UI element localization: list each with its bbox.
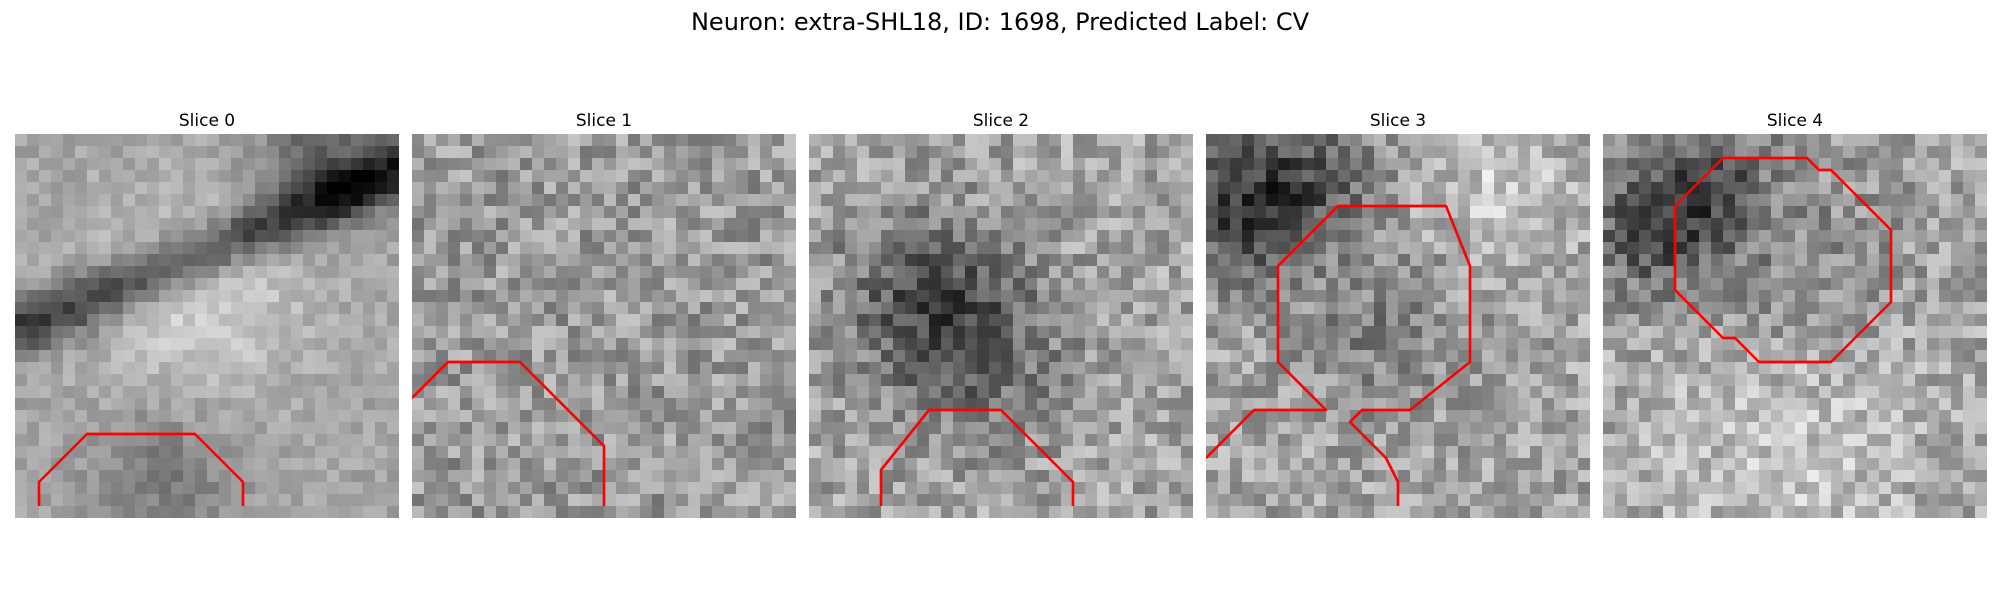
slice-title: Slice 1 — [575, 111, 633, 131]
slice-panel-1: Slice 1 — [412, 108, 796, 518]
slice-image — [809, 134, 1193, 518]
slice-panel-2: Slice 2 — [809, 108, 1193, 518]
segmentation-outline — [879, 408, 1075, 506]
slice-panel-3: Slice 3 — [1206, 108, 1590, 518]
slice-panel-4: Slice 4 — [1603, 108, 1987, 518]
segmentation-outline — [412, 360, 606, 506]
segmentation-outline — [37, 432, 245, 506]
slice-title: Slice 3 — [1369, 111, 1427, 131]
slice-image — [1603, 134, 1987, 518]
slice-title: Slice 0 — [178, 111, 236, 131]
slice-title: Slice 2 — [972, 111, 1030, 131]
figure-title: Neuron: extra-SHL18, ID: 1698, Predicted… — [690, 8, 1310, 36]
segmentation-outline — [1206, 204, 1472, 506]
slice-image — [1206, 134, 1590, 518]
slice-image — [15, 134, 399, 518]
slice-title: Slice 4 — [1766, 111, 1824, 131]
slice-panel-0: Slice 0 — [15, 108, 399, 518]
slice-image — [412, 134, 796, 518]
segmentation-outline — [1673, 156, 1893, 364]
